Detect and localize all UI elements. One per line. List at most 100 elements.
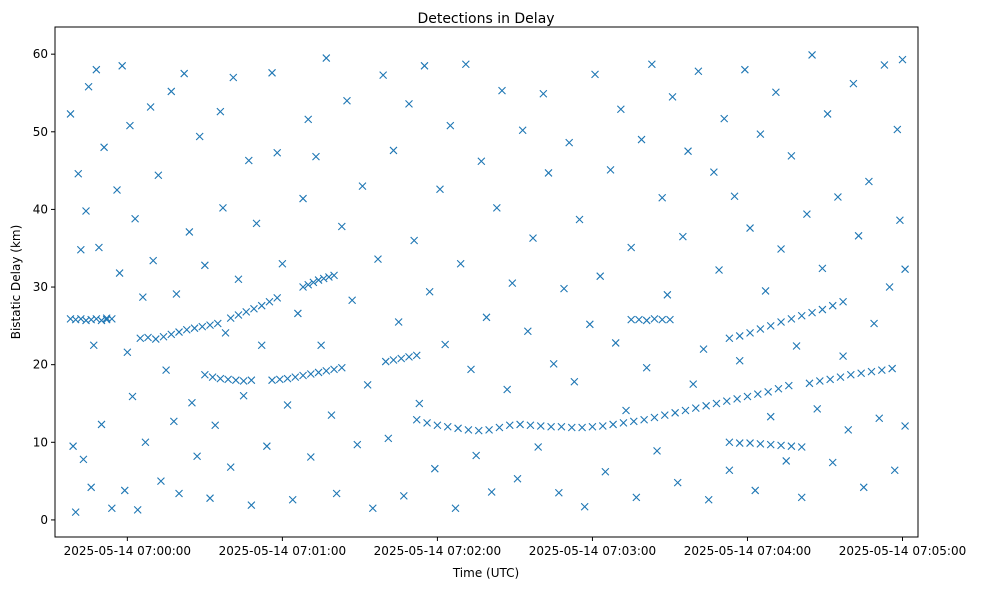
data-point-x-marker [565,138,574,147]
data-point-x-marker [663,290,672,299]
data-point-x-marker [314,368,323,377]
data-point-x-marker [405,353,413,361]
data-point-x-marker [606,165,615,174]
data-point-x-marker [464,425,473,434]
data-point-x-marker [629,417,638,426]
data-point-x-marker [818,264,827,273]
data-point-x-marker [699,345,708,354]
data-point-x-marker [865,177,873,186]
data-point-x-marker [299,194,307,203]
data-point-x-marker [658,315,667,324]
data-point-x-marker [678,232,687,241]
data-point-x-marker [368,504,377,513]
data-point-x-marker [268,68,276,77]
data-point-x-marker [898,55,907,64]
data-point-x-marker [76,245,85,254]
data-point-x-marker [766,440,775,449]
data-point-x-marker [425,287,434,296]
data-point-x-marker [234,311,243,319]
data-point-x-marker [857,369,866,378]
data-point-x-marker [322,366,331,375]
data-point-x-marker [451,504,460,513]
data-point-x-marker [206,321,214,329]
data-point-x-marker [735,356,744,365]
data-point-x-marker [751,486,760,495]
data-point-x-marker [591,70,599,79]
data-point-x-marker [764,387,773,396]
data-point-x-marker [278,259,287,268]
data-point-x-marker [492,203,501,212]
data-point-x-marker [836,373,845,381]
data-point-x-marker [299,283,307,291]
data-point-x-marker [433,421,442,430]
data-point-x-marker [182,325,191,334]
data-point-x-marker [412,351,421,360]
data-points [66,51,909,517]
data-point-x-marker [761,287,770,295]
data-point-x-marker [162,366,170,374]
x-tick-label: 2025-05-14 07:02:00 [374,544,501,558]
data-point-x-marker [495,423,504,432]
data-point-x-marker [498,86,506,95]
y-tick-label: 20 [33,358,48,372]
data-point-x-marker [487,488,496,496]
data-point-x-marker [557,422,566,431]
data-point-x-marker [668,92,677,101]
data-point-x-marker [265,297,274,306]
data-point-x-marker [792,342,801,350]
data-point-x-marker [224,375,233,384]
data-point-x-marker [867,367,876,376]
data-point-x-marker [247,376,256,385]
data-point-x-marker [647,60,656,69]
data-point-x-marker [118,61,127,70]
data-point-x-marker [273,294,282,302]
data-point-x-marker [324,273,333,281]
data-point-x-marker [777,441,785,450]
data-point-x-marker [299,371,307,380]
data-point-x-marker [456,259,465,268]
data-point-x-marker [446,121,455,130]
data-point-x-marker [193,452,201,461]
data-point-x-marker [694,67,703,76]
data-point-x-marker [97,420,106,429]
data-point-x-marker [107,504,116,513]
data-point-x-marker [92,65,101,74]
data-point-x-marker [195,132,204,141]
data-point-x-marker [384,434,393,443]
x-tick-label: 2025-05-14 07:05:00 [839,544,966,558]
data-point-x-marker [423,419,431,427]
data-point-x-marker [275,375,284,384]
data-point-x-marker [268,376,276,385]
data-point-x-marker [206,494,214,503]
data-point-x-marker [123,348,132,357]
data-point-x-marker [69,442,77,451]
data-point-x-marker [756,439,765,448]
data-point-x-marker [477,157,486,166]
data-point-x-marker [343,96,351,105]
y-tick-label: 10 [33,435,48,449]
data-point-x-marker [87,483,96,492]
data-point-x-marker [175,489,183,498]
data-point-x-marker [115,269,124,277]
data-point-x-marker [526,421,535,430]
data-point-x-marker [363,380,372,389]
data-point-x-marker [231,376,240,385]
data-point-x-marker [849,79,858,88]
data-point-x-marker [126,121,134,130]
data-point-x-marker [66,110,75,118]
data-point-x-marker [157,477,165,485]
data-point-x-marker [131,214,139,223]
data-point-x-marker [420,61,429,70]
data-point-x-marker [578,423,586,432]
data-point-x-marker [518,126,527,135]
data-point-x-marker [888,364,897,373]
data-point-x-marker [901,265,909,274]
data-point-x-marker [133,505,142,514]
data-point-x-marker [547,422,555,431]
data-point-x-marker [136,334,145,343]
data-point-x-marker [397,354,406,363]
data-point-x-marker [735,332,744,340]
data-point-x-marker [505,421,514,430]
data-point-x-marker [327,411,336,420]
data-point-x-marker [211,421,220,430]
